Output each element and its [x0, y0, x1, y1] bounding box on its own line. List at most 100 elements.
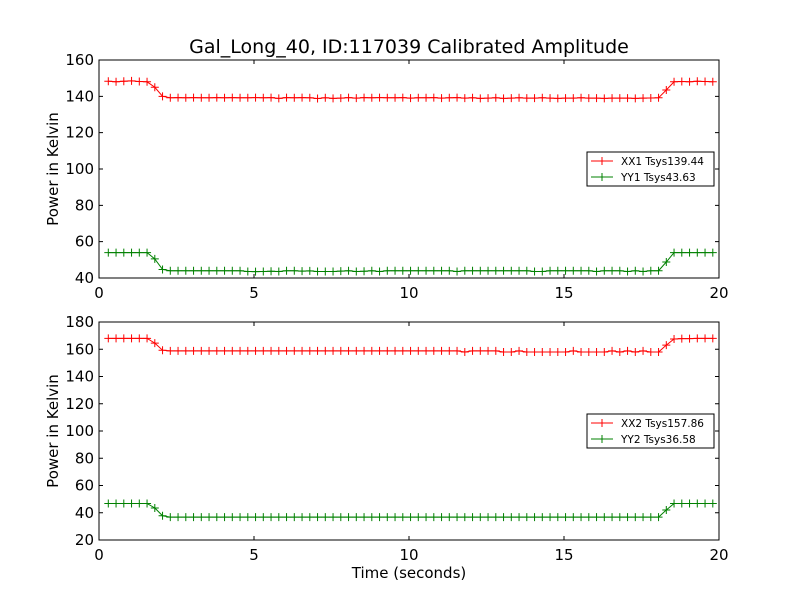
data-point [228, 346, 237, 355]
data-point [670, 499, 679, 508]
data-point [693, 499, 702, 508]
data-point [414, 93, 423, 102]
data-point [561, 266, 570, 275]
data-point [274, 346, 283, 355]
data-point [654, 93, 663, 102]
data-point [251, 93, 260, 102]
data-point [670, 335, 679, 344]
data-point [181, 266, 190, 275]
y-tick-label: 80 [75, 449, 94, 467]
legend: XX2 Tsys157.86 YY2 Tsys36.58 [586, 413, 715, 449]
data-point [429, 93, 438, 102]
data-point [515, 346, 524, 355]
data-point [143, 77, 152, 86]
data-point [693, 77, 702, 86]
data-point [584, 513, 593, 522]
data-point [491, 93, 500, 102]
legend-marker [598, 419, 606, 427]
data-point [321, 267, 330, 276]
legend-marker [598, 157, 606, 165]
x-tick-label: 20 [709, 546, 728, 564]
data-point [662, 258, 671, 267]
data-point [166, 93, 175, 102]
data-point [197, 266, 206, 275]
data-point [414, 513, 423, 522]
data-point [639, 267, 648, 276]
data-point [329, 513, 338, 522]
data-point [577, 513, 586, 522]
legend-label: YY1 Tsys43.63 [620, 172, 696, 184]
data-point [631, 347, 640, 356]
data-point [205, 93, 214, 102]
data-point [166, 266, 175, 275]
y-tick-label: 60 [75, 477, 94, 495]
y-tick-label: 40 [75, 504, 94, 522]
data-point [701, 77, 710, 86]
data-point [305, 266, 314, 275]
data-point [290, 93, 299, 102]
data-point [344, 266, 353, 275]
data-point [112, 334, 121, 343]
data-point [290, 266, 299, 275]
data-point [445, 513, 454, 522]
data-point [693, 248, 702, 257]
data-point [646, 266, 655, 275]
data-point [197, 346, 206, 355]
data-point [422, 346, 431, 355]
data-point [259, 93, 268, 102]
data-point [406, 266, 415, 275]
data-point [104, 248, 113, 257]
x-tick-label: 10 [399, 546, 418, 564]
data-point [344, 513, 353, 522]
data-point [298, 93, 307, 102]
data-point [553, 266, 562, 275]
chart-title: Gal_Long_40, ID:117039 Calibrated Amplit… [189, 36, 629, 58]
data-point [460, 94, 469, 103]
data-point [135, 77, 144, 86]
data-point [615, 347, 624, 356]
data-point [236, 93, 245, 102]
data-point [243, 346, 252, 355]
data-point [491, 266, 500, 275]
data-point [274, 267, 283, 276]
data-point [677, 499, 686, 508]
data-point [515, 513, 524, 522]
data-point [701, 248, 710, 257]
data-point [584, 94, 593, 103]
data-point [236, 266, 245, 275]
data-point [158, 265, 167, 274]
plot-2: 0 5 10 15 20 20 40 60 80 100 120 140 160 180 Power in … [44, 313, 729, 582]
data-point [491, 513, 500, 522]
data-point [546, 347, 555, 356]
data-point [112, 77, 121, 86]
data-point [135, 248, 144, 257]
data-point [631, 513, 640, 522]
y-tick-label: 140 [65, 368, 94, 386]
data-point [608, 94, 617, 103]
data-point [592, 513, 601, 522]
y-tick-label: 160 [65, 51, 94, 69]
data-point [375, 346, 384, 355]
data-point [522, 266, 531, 275]
data-point [251, 513, 260, 522]
data-point [313, 94, 322, 103]
data-point [484, 346, 493, 355]
data-point [220, 93, 229, 102]
data-point [476, 266, 485, 275]
data-point [119, 334, 128, 343]
data-point [150, 339, 159, 348]
data-point [406, 513, 415, 522]
data-point [383, 346, 392, 355]
data-point [600, 347, 609, 356]
data-point [422, 266, 431, 275]
data-point [499, 266, 508, 275]
data-point [383, 93, 392, 102]
data-point [414, 346, 423, 355]
data-point [259, 513, 268, 522]
data-point [437, 94, 446, 103]
data-point [453, 346, 462, 355]
data-point [677, 248, 686, 257]
y-axis-label: Power in Kelvin [44, 112, 62, 226]
data-point [453, 513, 462, 522]
